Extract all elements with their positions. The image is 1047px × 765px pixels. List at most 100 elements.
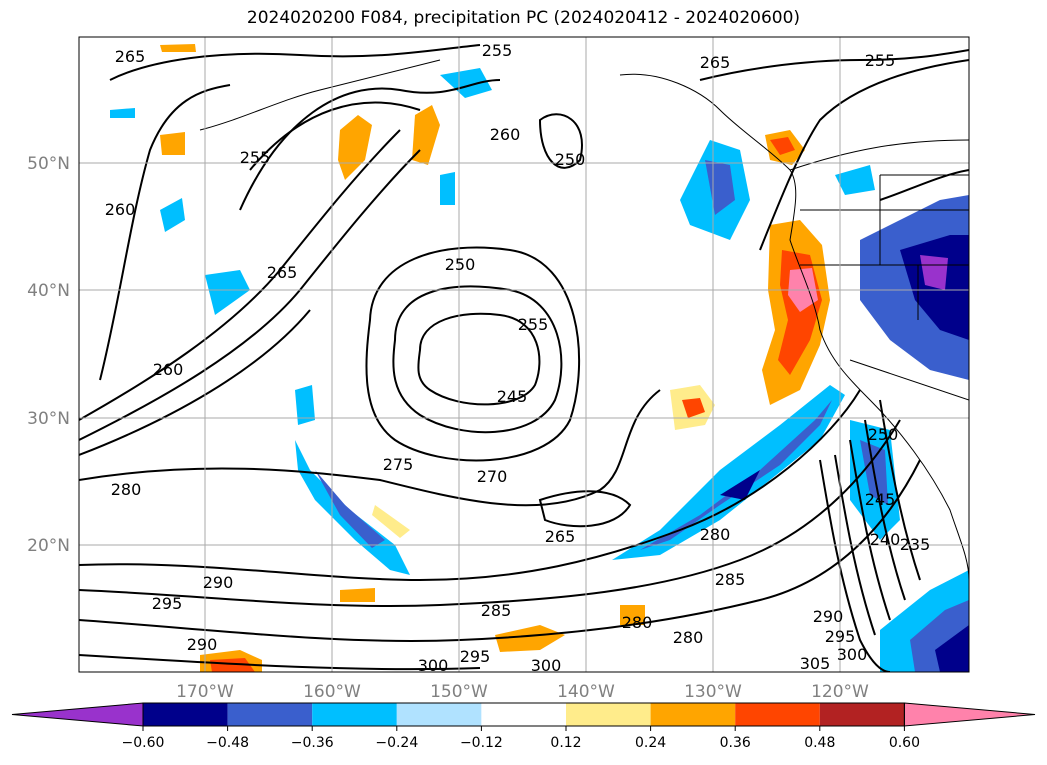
contour-line [819, 459, 891, 672]
contour-line [249, 101, 421, 171]
contour-line [759, 59, 969, 251]
colorbar-tick-label: 0.60 [889, 735, 920, 751]
contour-label-layer: 265 255 255 260 250 260 265 250 255 260 … [105, 41, 931, 675]
shade-negative-sml1 [440, 68, 492, 98]
colorbar-segment [396, 703, 482, 726]
shade-negative-sml7 [110, 108, 135, 118]
shade-negative-west-inner [900, 235, 969, 340]
map-frame [78, 36, 970, 673]
colorbar-outline [142, 702, 905, 727]
contour-label: 240 [870, 530, 901, 549]
shade-negative-ar [612, 385, 845, 560]
contour-label: 295 [152, 594, 183, 613]
lat-label: 30°N [27, 409, 70, 429]
colorbar-tick-label: 0.24 [635, 735, 666, 751]
contour-label: 285 [481, 601, 512, 620]
contour-label: 275 [383, 455, 414, 474]
colorbar-segment [227, 703, 313, 726]
colorbar-tick-label: −0.24 [375, 735, 418, 751]
colorbar: −0.60 −0.48 −0.36 −0.24 −0.12 0.12 0.24 0.36 0.4… [11, 702, 1036, 751]
contour-line [79, 389, 661, 507]
contour-label: 245 [497, 387, 528, 406]
contour-label: 300 [418, 656, 449, 675]
contour-label: 245 [865, 490, 896, 509]
shade-negative-corner-core [935, 625, 969, 672]
colorbar-tick-label: −0.36 [291, 735, 334, 751]
contour-line [109, 44, 481, 81]
contour-label: 280 [673, 628, 704, 647]
contour-line [849, 439, 891, 621]
lon-label: 160°W [303, 682, 361, 702]
contour-line [864, 419, 906, 601]
contour-layer [79, 44, 969, 672]
colorbar-tick-label: −0.48 [206, 735, 249, 751]
contour-line [879, 399, 921, 581]
contour-line [79, 309, 311, 456]
shade-positive-ne [160, 44, 196, 52]
contour-line [79, 459, 921, 642]
lat-label: 50°N [27, 154, 70, 174]
contour-label: 290 [187, 635, 218, 654]
contour-label: 250 [555, 150, 586, 169]
contour-label: 235 [900, 535, 931, 554]
lon-label: 130°W [684, 682, 742, 702]
colorbar-tick-label: −0.60 [122, 735, 165, 751]
lon-label: 150°W [430, 682, 488, 702]
colorbar-segment [650, 703, 736, 726]
contour-line [417, 312, 541, 406]
shade-negative-sml6 [835, 165, 875, 195]
contour-label: 255 [482, 41, 513, 60]
shade-positive-south [495, 625, 565, 652]
contour-label: 270 [477, 467, 508, 486]
shade-negative-sml5 [295, 385, 315, 425]
contour-label: 265 [545, 527, 576, 546]
contour-label: 250 [445, 255, 476, 274]
contour-label: 260 [105, 200, 136, 219]
colorbar-tick-label: −0.12 [460, 735, 503, 751]
latitude-axis: 50°N 40°N 30°N 20°N [27, 154, 70, 556]
contour-label: 290 [813, 607, 844, 626]
contour-line [538, 113, 583, 169]
contour-label: 295 [460, 647, 491, 666]
contour-label: 280 [111, 480, 142, 499]
shade-positive-mid-inner [682, 398, 705, 418]
shading-layer [110, 44, 969, 672]
contour-label: 255 [240, 148, 271, 167]
coastline [199, 59, 441, 131]
shade-negative-ar-core [720, 470, 760, 500]
colorbar-segment [566, 703, 651, 726]
contour-line [79, 419, 901, 608]
contour-line [392, 285, 563, 434]
contour-line [99, 84, 231, 381]
contour-label: 290 [203, 573, 234, 592]
shade-negative-sml4 [440, 172, 455, 205]
contour-line [239, 79, 501, 211]
contour-label: 285 [715, 570, 746, 589]
contour-label: 305 [800, 654, 831, 673]
colorbar-extend-min [11, 702, 144, 727]
lon-label: 120°W [811, 682, 869, 702]
contour-label: 265 [700, 53, 731, 72]
contour-label: 260 [490, 125, 521, 144]
colorbar-segment [735, 703, 820, 726]
shade-positive-bc-inner [770, 137, 795, 155]
shade-positive-sml3 [372, 505, 410, 538]
colorbar-segment [481, 703, 566, 726]
colorbar-segment [143, 703, 228, 726]
contour-line [538, 490, 632, 528]
colorbar-segment [819, 703, 905, 726]
contour-label: 300 [531, 656, 562, 675]
shade-positive-gulf [338, 115, 372, 180]
contour-label: 250 [868, 425, 899, 444]
shade-negative-hawaii-inner [315, 470, 385, 548]
colorbar-extend-max [903, 702, 1036, 727]
border-line [849, 359, 969, 401]
colorbar-segment [312, 703, 397, 726]
contour-label: 255 [518, 315, 549, 334]
contour-label: 260 [153, 360, 184, 379]
contour-line [79, 389, 861, 582]
contour-label: 280 [700, 525, 731, 544]
lat-label: 20°N [27, 536, 70, 556]
contour-line [365, 246, 581, 462]
map-title: 2024020200 F084, precipitation PC (20240… [246, 8, 801, 28]
